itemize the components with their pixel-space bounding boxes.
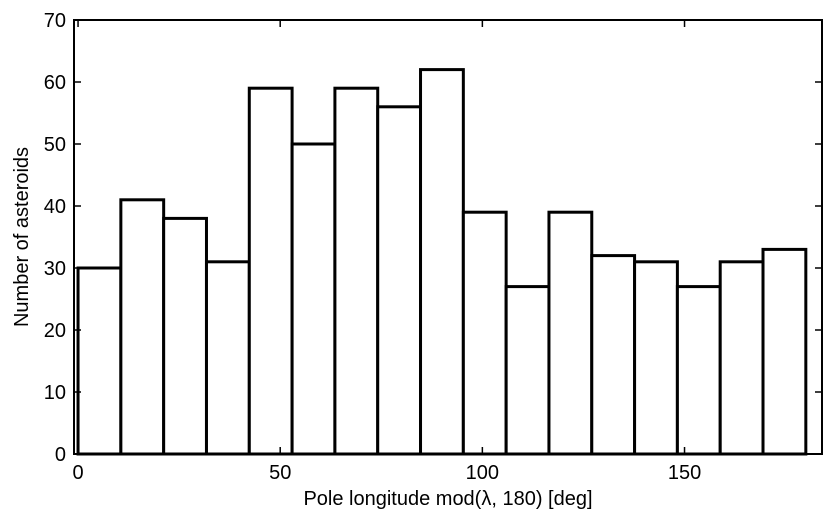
histogram-bar <box>247 86 294 456</box>
histogram-bar <box>376 105 423 456</box>
x-axis-label: Pole longitude mod(λ, 180) [deg] <box>303 488 592 510</box>
y-tick-label: 70 <box>44 10 66 32</box>
x-tick-label: 100 <box>466 462 499 484</box>
y-tick-label: 30 <box>44 258 66 280</box>
histogram-bar <box>504 285 551 456</box>
histogram-bar <box>718 260 765 456</box>
y-tick-label: 40 <box>44 196 66 218</box>
x-axis: 0 50 100 150 <box>72 20 701 484</box>
y-tick-label: 60 <box>44 72 66 94</box>
histogram-bar <box>119 198 166 456</box>
x-tick-label: 50 <box>269 462 291 484</box>
histogram-bar <box>675 285 722 456</box>
histogram-bar <box>162 216 208 456</box>
histogram-bar <box>333 86 380 456</box>
histogram-bar <box>290 142 337 456</box>
histogram-bar <box>761 247 808 456</box>
y-tick-label: 20 <box>44 320 66 342</box>
histogram-bar <box>204 260 251 456</box>
plot-frame <box>73 19 823 455</box>
histogram-bar <box>590 254 637 456</box>
histogram-bar <box>547 210 594 456</box>
x-tick-label: 0 <box>72 462 83 484</box>
y-axis: 0 10 20 30 40 50 60 70 <box>44 10 822 466</box>
x-tick-label: 150 <box>668 462 701 484</box>
y-tick-label: 10 <box>44 382 66 404</box>
histogram-bars <box>76 68 808 456</box>
y-axis-label: Number of asteroids <box>11 147 33 327</box>
histogram-bar <box>419 68 465 456</box>
histogram-bar <box>461 210 508 456</box>
histogram-bar <box>76 266 123 456</box>
y-tick-label: 50 <box>44 134 66 156</box>
histogram-bar <box>633 260 679 456</box>
y-tick-label: 0 <box>55 444 66 466</box>
